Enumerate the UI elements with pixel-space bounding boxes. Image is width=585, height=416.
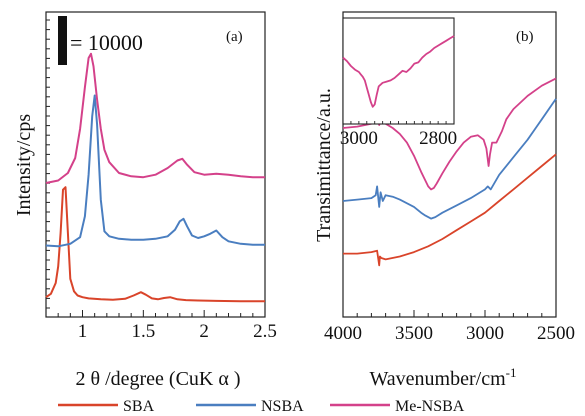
panel-b-x-ticks: 4000 3500 3000 2500 [324,310,575,344]
panel-b-x-tick-label: 4000 [324,323,362,344]
panel-b-x-tick-label: 3500 [395,323,433,344]
scale-bar [58,16,67,65]
panel-a-x-tick-label: 2.5 [253,321,277,342]
inset-x-tick-label: 3000 [340,128,378,149]
panel-a-line-sba [45,186,265,303]
panel-b-line-nsba [342,98,557,220]
inset-x-tick-label: 2800 [419,128,457,149]
panel-a-x-tick-label: 1 [78,321,88,342]
inset-series [342,35,455,108]
panel-b-x-axis-label: Wavenumber/cm-1 [370,365,517,390]
panel-b-label: (b) [516,29,534,45]
panel-a-label: (a) [226,29,243,45]
panel-b-y-axis-label: Transimittance/a.u. [313,88,335,242]
inset-plot: 3000 2800 [340,17,457,149]
panel-b-x-axis-label-main: Wavenumber/cm [370,368,507,390]
panel-b-x-tick-label: 2500 [537,323,575,344]
panel-a-x-ticks: 1 1.5 2 2.5 [45,310,277,342]
panel-b-line-sba [343,153,557,267]
legend-label-sba: SBA [123,398,155,415]
legend: SBA NSBA Me-NSBA [58,398,465,415]
panel-b-x-axis-label-superscript: -1 [506,365,517,380]
panel-a-x-axis-label: 2 θ /degree (CuK α ) [75,368,240,390]
inset-line-me-nsba [342,35,455,108]
panel-a-y-axis-label: Intensity/cps [13,114,35,216]
legend-label-nsba: NSBA [261,398,304,415]
panel-a: 1 1.5 2 2.5 = 10000 (a) Intensity/cps 2 θ /… [13,11,277,390]
panel-a-series [45,52,265,303]
legend-label-me-nsba: Me-NSBA [395,398,465,415]
panel-b-frame [342,11,557,318]
scale-bar-label: = 10000 [70,30,143,55]
inset-x-ticks: 3000 2800 [340,121,457,149]
panel-a-line-nsba [45,94,265,248]
panel-b: 4000 3500 3000 2500 (b) Transimittance/a.u.… [313,11,575,390]
panel-a-x-tick-label: 1.5 [131,321,155,342]
panel-a-line-me-nsba [45,52,265,184]
panel-a-frame [45,11,266,318]
inset-frame [342,17,455,125]
panel-a-x-tick-label: 2 [199,321,209,342]
panel-b-x-tick-label: 3000 [466,323,504,344]
